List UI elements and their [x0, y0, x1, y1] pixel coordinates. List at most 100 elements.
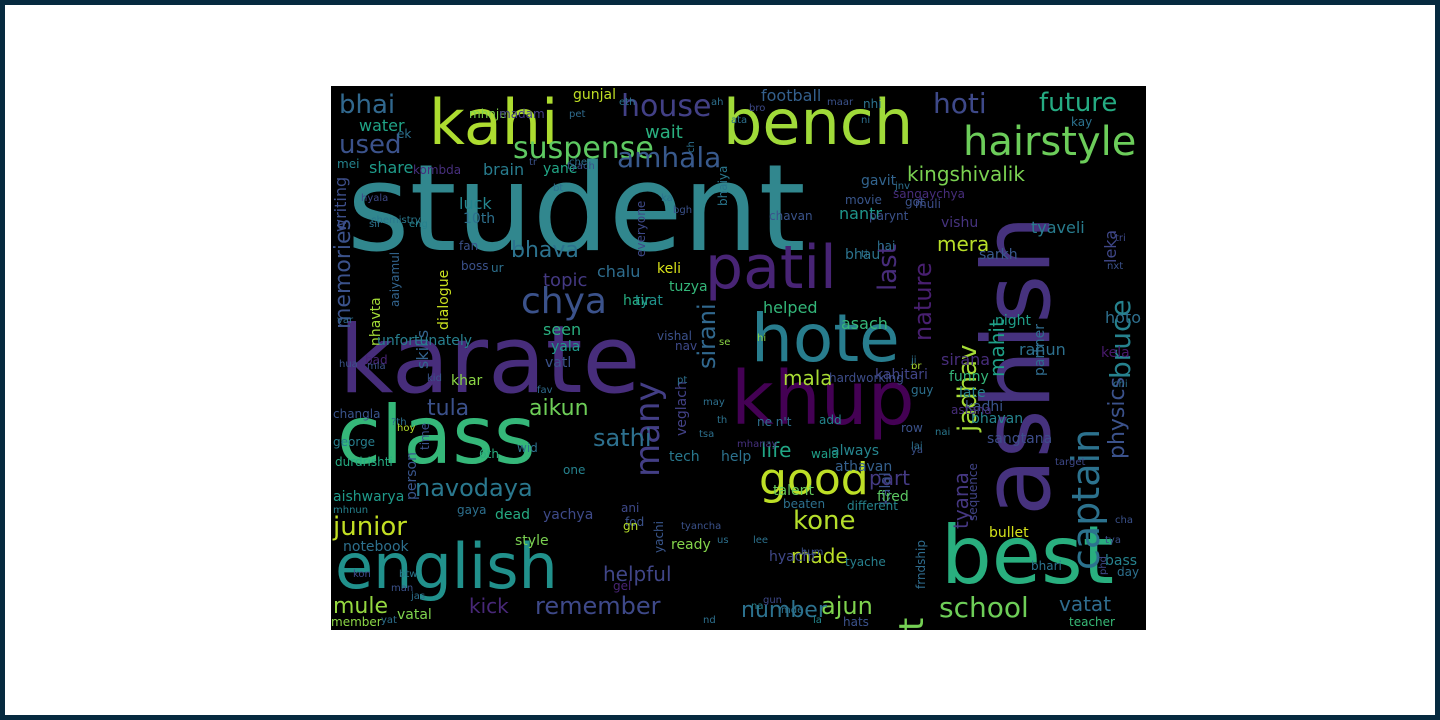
cloud-word: vishal [657, 329, 692, 343]
cloud-word: hi [757, 333, 767, 344]
cloud-word: pet [569, 109, 586, 120]
cloud-word: br [911, 361, 922, 372]
cloud-word: house [621, 89, 712, 124]
cloud-word: always [831, 443, 880, 459]
cloud-word: mla [367, 361, 386, 372]
cloud-word: amhala [617, 141, 722, 174]
cloud-word: ti [861, 249, 868, 260]
cloud-word: everyone [634, 200, 648, 257]
cloud-word: student [347, 140, 806, 279]
cloud-word: kick [469, 594, 509, 618]
cloud-word: bass [1105, 553, 1138, 569]
cloud-word: boss [461, 259, 489, 273]
cloud-word: sirana [941, 350, 991, 369]
cloud-word: hardworking [829, 371, 904, 385]
cloud-word: gavit [861, 173, 897, 189]
cloud-word: seen [543, 320, 582, 339]
cloud-word: bhava [511, 238, 579, 263]
cloud-word: movie [845, 193, 882, 207]
cloud-word: chemistry [371, 215, 421, 226]
cloud-word: writing [331, 176, 350, 232]
cloud-word: share [369, 158, 414, 177]
cloud-word: yat [381, 615, 397, 626]
cloud-word: wait [645, 122, 683, 143]
cloud-word: la [813, 615, 822, 626]
cloud-word: ni [861, 115, 871, 126]
cloud-word: sangaychya [893, 187, 965, 201]
cloud-word: sequence [966, 462, 980, 521]
cloud-word: may [703, 397, 725, 408]
cloud-word: ?th [391, 417, 407, 428]
cloud-word: ch [686, 141, 697, 153]
cloud-word: btw [399, 569, 418, 580]
cloud-word: kahi [429, 86, 559, 159]
cloud-word: time [418, 423, 432, 451]
cloud-word: wala [811, 447, 839, 461]
cloud-word: maar [827, 97, 854, 108]
cloud-word: yachya [543, 507, 594, 523]
cloud-word: beaten [783, 497, 826, 511]
cloud-word: hats [843, 615, 869, 629]
cloud-word: help [721, 449, 752, 465]
cloud-word: na [751, 601, 764, 612]
cloud-word: george [333, 435, 376, 449]
cloud-word: kombda [413, 163, 462, 177]
cloud-word: bro [749, 103, 766, 114]
cloud-word: nai [935, 427, 951, 438]
cloud-word: got [905, 195, 925, 209]
cloud-word: astana [951, 403, 992, 417]
cloud-word: mei [337, 157, 360, 171]
cloud-word: chalu [597, 262, 641, 281]
cloud-word: made [791, 544, 848, 568]
cloud-word: notebook [343, 539, 409, 555]
cloud-word: keli [657, 261, 682, 277]
cloud-word: khup [731, 356, 915, 442]
cloud-word: ek [397, 127, 412, 141]
cloud-word: chi [1113, 379, 1128, 390]
cloud-word: navodaya [415, 474, 533, 502]
cloud-word: tyat [635, 293, 663, 309]
cloud-word: guy [911, 383, 934, 397]
cloud-word: changla [333, 407, 381, 421]
cloud-word: helpful [603, 562, 672, 586]
cloud-word: kid [427, 373, 442, 384]
cloud-word: ah [711, 97, 724, 108]
cloud-word: kay [1071, 115, 1093, 129]
cloud-word: bhavan [971, 411, 1024, 427]
cloud-word: gel [613, 579, 632, 593]
cloud-word: future [1039, 88, 1118, 118]
cloud-word: jas [411, 591, 426, 602]
cloud-word: ur [491, 261, 504, 275]
cloud-word: nature [909, 262, 937, 342]
cloud-word: best [941, 509, 1115, 602]
cloud-word: veglach [674, 381, 690, 436]
cloud-word: hote [751, 300, 900, 377]
cloud-word: ne n't [757, 415, 792, 429]
cloud-word: aaiyamul [388, 251, 402, 307]
cloud-word: luck [459, 194, 492, 213]
cloud-word: one [563, 463, 586, 477]
cloud-word: asach [841, 314, 888, 333]
cloud-word: sirani [693, 303, 721, 370]
cloud-word: football [761, 86, 822, 105]
cloud-word: cha [1115, 515, 1133, 526]
cloud-word: athavan [835, 459, 893, 475]
cloud-word: mhnun [333, 505, 369, 516]
cloud-word: sarkh [979, 247, 1018, 263]
cloud-word: bhaiya [716, 165, 730, 206]
cloud-word: unfortunately [377, 333, 473, 349]
cloud-word: nd [703, 615, 716, 626]
cloud-word: yala [551, 339, 581, 355]
cloud-word: hua [339, 359, 358, 370]
cloud-word: lee [753, 535, 769, 546]
cloud-word: mule [333, 594, 389, 619]
cloud-word: phd [1098, 555, 1109, 575]
cloud-word: fav [537, 385, 553, 396]
cloud-word: memories [331, 218, 356, 329]
cloud-word: hyala [361, 193, 389, 204]
cloud-word: tyancha [681, 521, 722, 532]
cloud-word: bhau [845, 247, 881, 263]
cloud-word: tsa [699, 429, 715, 440]
cloud-word: gunjal [573, 87, 616, 103]
word-cloud: student ashish karate best english class khup b… [331, 86, 1146, 630]
